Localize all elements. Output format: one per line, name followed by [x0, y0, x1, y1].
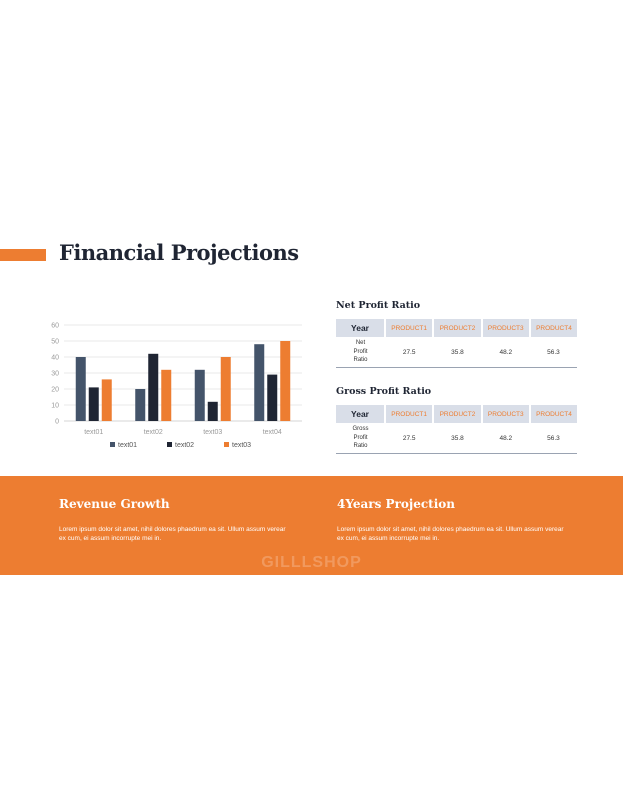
bar — [220, 357, 231, 421]
table-cell: 35.8 — [433, 423, 482, 454]
year-header: Year — [336, 405, 386, 423]
y-tick-label: 10 — [51, 403, 59, 410]
row-label: Net Profit Ratio — [336, 337, 385, 368]
legend-swatch — [110, 442, 115, 447]
table-cell: 35.8 — [433, 337, 482, 368]
x-tick-label: text04 — [263, 429, 282, 436]
table-cell: 48.2 — [481, 337, 530, 368]
row-label-line: Net — [355, 340, 366, 347]
projection-heading: 4Years Projection — [337, 497, 456, 511]
product-header: PRODUCT3 — [481, 319, 531, 337]
table-cell: 48.2 — [481, 423, 530, 454]
table-header-row: Year PRODUCT1 PRODUCT2 PRODUCT3 PRODUCT4 — [336, 405, 577, 423]
product-header: PRODUCT2 — [433, 319, 483, 337]
table-row: Net Profit Ratio 27.5 35.8 48.2 56.3 — [336, 337, 577, 368]
y-tick-label: 0 — [55, 419, 59, 426]
bar — [254, 344, 265, 421]
product-header: PRODUCT4 — [529, 319, 577, 337]
gross-profit-table: Year PRODUCT1 PRODUCT2 PRODUCT3 PRODUCT4… — [336, 405, 577, 454]
table-cell: 27.5 — [385, 423, 434, 454]
legend-swatch — [167, 442, 172, 447]
row-label: Gross Profit Ratio — [336, 423, 385, 454]
bar — [207, 401, 218, 421]
page-title: Financial Projections — [59, 240, 299, 265]
net-profit-title: Net Profit Ratio — [336, 300, 421, 311]
bar — [267, 374, 278, 421]
year-header: Year — [336, 319, 386, 337]
table-header-row: Year PRODUCT1 PRODUCT2 PRODUCT3 PRODUCT4 — [336, 319, 577, 337]
revenue-growth-heading: Revenue Growth — [59, 497, 170, 511]
table-row: Gross Profit Ratio 27.5 35.8 48.2 56.3 — [336, 423, 577, 454]
product-header: PRODUCT1 — [385, 405, 435, 423]
bar — [161, 369, 172, 421]
table-cell: 56.3 — [529, 423, 577, 454]
bar — [88, 387, 99, 421]
row-label-line: Ratio — [353, 357, 368, 364]
product-header: PRODUCT2 — [433, 405, 483, 423]
bar — [280, 341, 291, 421]
product-header: PRODUCT3 — [481, 405, 531, 423]
bar — [194, 369, 205, 421]
y-tick-label: 50 — [51, 339, 59, 346]
legend-label: text03 — [232, 442, 251, 449]
legend-label: text01 — [118, 442, 137, 449]
table-cell: 56.3 — [529, 337, 577, 368]
row-label-line: Profit — [353, 434, 368, 441]
row-label-line: Ratio — [353, 443, 368, 450]
legend-label: text02 — [175, 442, 194, 449]
legend-swatch — [224, 442, 229, 447]
x-tick-label: text01 — [84, 429, 103, 436]
table-cell: 27.5 — [385, 337, 434, 368]
projection-text: Lorem ipsum dolor sit amet, nihil dolore… — [337, 526, 564, 542]
y-tick-label: 30 — [51, 371, 59, 378]
gross-profit-title: Gross Profit Ratio — [336, 386, 432, 397]
y-tick-label: 40 — [51, 355, 59, 362]
row-label-line: Gross — [352, 426, 369, 433]
product-header: PRODUCT4 — [529, 405, 577, 423]
bar — [148, 353, 159, 421]
row-label-line: Profit — [353, 348, 368, 355]
orange-band — [0, 476, 623, 575]
watermark: GILLLSHOP — [261, 554, 362, 571]
y-tick-label: 60 — [51, 323, 59, 330]
bar — [75, 357, 86, 421]
y-tick-label: 20 — [51, 387, 59, 394]
bar-chart: 0 10 20 30 40 50 60 text01 text02 text03 text04 tex… — [51, 323, 302, 449]
bar — [135, 389, 146, 421]
bar — [101, 379, 112, 421]
net-profit-table: Year PRODUCT1 PRODUCT2 PRODUCT3 PRODUCT4… — [336, 319, 577, 368]
x-tick-label: text03 — [203, 429, 222, 436]
x-tick-label: text02 — [144, 429, 163, 436]
product-header: PRODUCT1 — [385, 319, 435, 337]
title-accent-bar — [0, 249, 46, 261]
revenue-growth-text: Lorem ipsum dolor sit amet, nihil dolore… — [59, 526, 286, 542]
